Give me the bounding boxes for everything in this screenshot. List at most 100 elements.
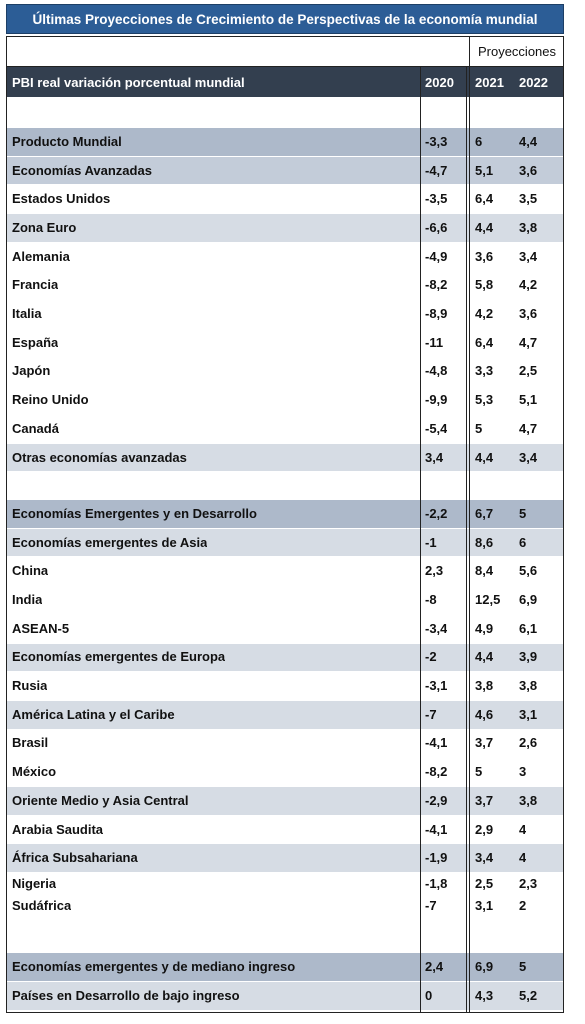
row-value: 3,1	[519, 706, 538, 722]
row-label: Economías emergentes y de mediano ingres…	[12, 959, 296, 974]
row-value: 2,3	[425, 563, 444, 579]
row-value: 5	[519, 505, 527, 521]
row-value: 4,6	[475, 706, 494, 722]
row-value: -8	[425, 591, 437, 607]
row-value: 3,6	[519, 306, 538, 322]
row-value: 5	[475, 764, 483, 780]
row-value: 4	[519, 850, 527, 866]
row-value: -3,5	[425, 191, 448, 207]
row-value: 4,3	[475, 988, 494, 1003]
table-row	[7, 499, 563, 528]
row-value: -2,9	[425, 792, 448, 808]
row-label: Oriente Medio y Asia Central	[12, 792, 189, 808]
row-value: 8,6	[475, 534, 494, 550]
row-label: Sudáfrica	[12, 897, 72, 913]
row-value: 3,4	[475, 850, 494, 866]
row-value: -1	[425, 534, 437, 550]
group-label: Proyecciones	[477, 44, 557, 59]
row-value: 8,4	[475, 563, 494, 579]
row-value: 3,9	[519, 649, 538, 665]
row-value: 6,9	[519, 591, 538, 607]
header-year: 2020	[425, 74, 454, 90]
row-value: -2,2	[425, 505, 448, 521]
row-label: Producto Mundial	[12, 133, 122, 149]
row-value: -1,8	[425, 875, 448, 891]
row-label: Países en Desarrollo de bajo ingreso	[12, 988, 240, 1003]
row-label: Zona Euro	[12, 219, 77, 235]
row-value: -3,4	[425, 620, 448, 636]
row-label: Nigeria	[12, 875, 57, 891]
row-value: 5,1	[475, 162, 494, 178]
row-value: 4,2	[519, 277, 538, 293]
row-value: 6,4	[475, 191, 494, 207]
row-value: 2,5	[475, 875, 494, 891]
row-value: 4,4	[475, 649, 494, 665]
header-year: 2022	[519, 74, 548, 90]
row-value: -5,4	[425, 420, 448, 436]
title-bar: Últimas Proyecciones de Crecimiento de P…	[6, 4, 564, 34]
row-value: 2,4	[425, 959, 444, 974]
table-row	[7, 642, 563, 672]
row-label: Reino Unido	[12, 392, 89, 408]
table-row	[7, 952, 563, 981]
row-value: -4,9	[425, 248, 448, 264]
row-value: 3,6	[519, 162, 538, 178]
row-label: Brasil	[12, 735, 49, 751]
row-value: 3,7	[475, 792, 494, 808]
row-value: 3,1	[475, 897, 494, 913]
row-label: México	[12, 764, 57, 780]
row-label: América Latina y el Caribe	[12, 706, 175, 722]
row-value: 4,7	[519, 334, 538, 350]
table-row	[7, 981, 563, 1010]
row-label: India	[12, 591, 43, 607]
row-value: -2	[425, 649, 437, 665]
row-label: Otras economías avanzadas	[12, 449, 187, 465]
row-value: 3,6	[475, 248, 494, 264]
row-label: Economías emergentes de Asia	[12, 534, 208, 550]
row-value: 2,6	[519, 735, 538, 751]
row-value: 2,5	[519, 363, 538, 379]
row-value: 6,4	[475, 334, 494, 350]
row-value: -3,3	[425, 133, 448, 149]
row-value: 3,8	[519, 792, 538, 808]
row-label: Francia	[12, 277, 59, 293]
row-value: 4,2	[475, 306, 494, 322]
row-value: 4,4	[475, 449, 494, 465]
row-value: 5,6	[519, 563, 538, 579]
row-value: 4,7	[519, 420, 538, 436]
row-label: Rusia	[12, 678, 48, 694]
row-value: 6,1	[519, 620, 538, 636]
row-label: China	[12, 563, 49, 579]
row-value: -4,8	[425, 363, 448, 379]
row-value: 6,9	[475, 959, 494, 974]
row-label: España	[12, 334, 59, 350]
row-value: 4,4	[475, 219, 494, 235]
row-value: -1,9	[425, 850, 448, 866]
header-row	[7, 67, 563, 97]
row-value: -4,1	[425, 735, 448, 751]
row-value: 4	[519, 821, 527, 837]
row-value: 3,4	[425, 449, 444, 465]
table-row	[7, 786, 563, 815]
group-header: Proyecciones	[469, 36, 564, 67]
row-value: 6,7	[475, 505, 494, 521]
row-value: -9,9	[425, 392, 448, 408]
row-value: 3,8	[519, 678, 538, 694]
table-frame	[6, 36, 564, 1013]
row-value: 5	[475, 420, 483, 436]
row-label: Arabia Saudita	[12, 821, 104, 837]
table-row	[7, 699, 563, 729]
row-label: Economías emergentes de Europa	[12, 649, 226, 665]
row-value: 3	[519, 764, 527, 780]
table-row	[7, 155, 563, 185]
row-value: 0	[425, 988, 433, 1003]
row-value: 5,2	[519, 988, 538, 1003]
row-label: Economías Emergentes y en Desarrollo	[12, 505, 257, 521]
row-value: 5	[519, 959, 527, 974]
row-value: 3,8	[475, 678, 494, 694]
row-value: -6,6	[425, 219, 448, 235]
row-value: 3,3	[475, 363, 494, 379]
row-label: Economías Avanzadas	[12, 162, 152, 178]
column-rule	[469, 36, 470, 1013]
row-label: Alemania	[12, 248, 70, 264]
